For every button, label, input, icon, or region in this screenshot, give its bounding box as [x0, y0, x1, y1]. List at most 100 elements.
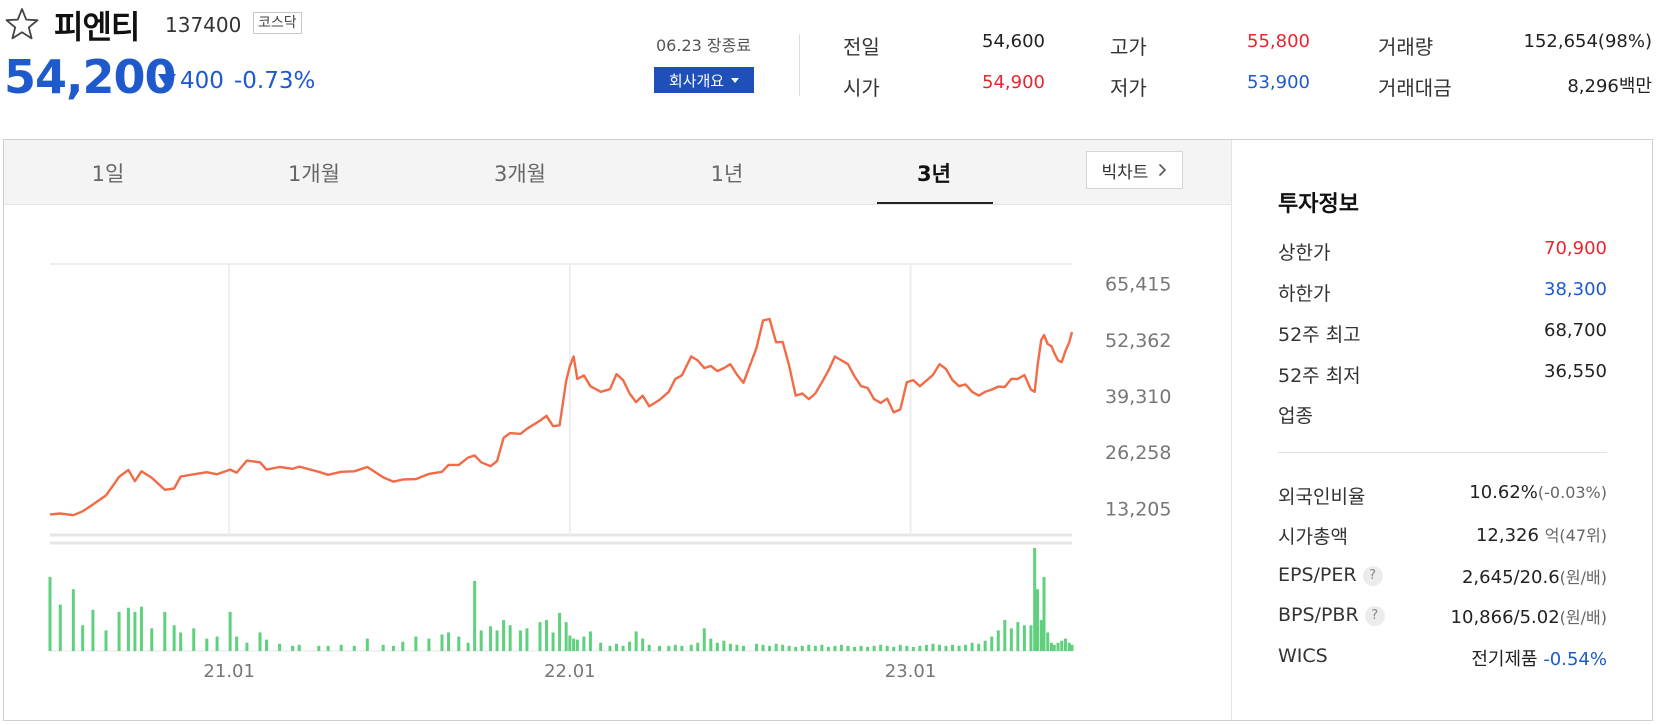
tab-3year[interactable]: 3년 — [917, 162, 951, 186]
volume-bar — [278, 643, 282, 651]
volume-bar — [621, 645, 625, 651]
volume-bar — [898, 644, 902, 651]
price-series-line — [49, 317, 1074, 517]
market-cap-rank: (47위) — [1559, 526, 1607, 545]
market-close-label: 06.23 장종료 — [656, 36, 752, 55]
volume-bar — [787, 645, 791, 651]
wics-sector[interactable]: 전기제품 — [1471, 649, 1538, 670]
wics-value: 전기제품 -0.54% — [1400, 645, 1607, 671]
volume-bar — [1056, 642, 1060, 651]
tab-1month[interactable]: 1개월 — [287, 162, 340, 186]
market-cap-value: 12,326 억(47위) — [1400, 522, 1607, 546]
volume-bar — [117, 611, 121, 651]
volume-bar — [139, 606, 143, 651]
volume-bar — [996, 630, 1000, 651]
wics-label: WICS — [1278, 645, 1328, 667]
volume-bar — [728, 643, 732, 651]
volume-bar — [228, 611, 232, 651]
volume-bar — [866, 646, 870, 651]
stock-name: 피엔티 — [54, 8, 140, 46]
y-tick-label: 52,362 — [1105, 330, 1171, 352]
volume-bar — [833, 645, 837, 651]
volume-bar — [317, 645, 321, 651]
volume-bar — [352, 645, 356, 651]
volume-bar — [977, 643, 981, 651]
volume-bar — [133, 611, 137, 651]
volume-bar — [150, 628, 154, 651]
tab-3month[interactable]: 3개월 — [493, 162, 546, 186]
period-tab-bar — [4, 140, 1231, 205]
active-tab-underline — [877, 202, 993, 204]
company-overview-label: 회사개요 — [668, 72, 725, 90]
chart-grid — [50, 263, 1072, 652]
volume-bar — [931, 643, 935, 651]
tab-1year[interactable]: 1년 — [710, 162, 744, 186]
volume-value: 152,654(98%) — [1523, 31, 1653, 52]
volume-bar — [735, 644, 739, 651]
volume-bar — [427, 638, 431, 651]
volume-label: 거래량 — [1378, 35, 1434, 59]
volume-bar — [58, 604, 62, 651]
volume-bar — [582, 636, 586, 651]
x-tick-label: 22.01 — [544, 661, 596, 682]
volume-bar — [502, 620, 506, 651]
volume-bar — [709, 638, 713, 651]
lower-limit-value: 38,300 — [1544, 279, 1607, 300]
tab-1day[interactable]: 1일 — [91, 162, 125, 186]
volume-bar — [761, 644, 765, 651]
volume-bar — [525, 628, 529, 651]
bps-pbr-unit: (원/배) — [1559, 608, 1607, 627]
y-tick-label: 39,310 — [1105, 386, 1171, 408]
volume-bar — [1009, 628, 1013, 651]
market-cap: 12,326 — [1475, 525, 1539, 546]
volume-bar — [872, 645, 876, 651]
volume-bar — [414, 636, 418, 651]
chart-panel — [3, 139, 1653, 721]
low-52w-value: 36,550 — [1544, 361, 1607, 382]
prev-close-label: 전일 — [843, 35, 880, 59]
volume-bar — [680, 645, 684, 651]
volume-bar — [265, 639, 269, 651]
volume-bar — [634, 631, 638, 651]
volume-bar — [846, 645, 850, 651]
trade-value-label: 거래대금 — [1378, 76, 1452, 100]
bps-pbr-label-text: BPS/PBR — [1278, 604, 1359, 626]
high-52w-value: 68,700 — [1544, 320, 1607, 341]
high-value: 55,800 — [1247, 31, 1310, 52]
volume-bar — [970, 642, 974, 651]
volume-bar — [924, 644, 928, 651]
volume-bar — [768, 645, 772, 651]
volume-bar — [365, 638, 369, 651]
y-tick-label: 65,415 — [1105, 274, 1171, 296]
market-badge: 코스닥 — [253, 12, 302, 34]
volume-bar — [1067, 642, 1071, 651]
volume-bar — [667, 645, 671, 651]
eps-per-value: 2,645/20.6(원/배) — [1400, 564, 1607, 588]
price-line — [49, 317, 1074, 517]
company-overview-button[interactable]: 회사개요 — [654, 67, 754, 93]
x-axis-ticks: 21.01 22.01 23.01 — [203, 661, 936, 682]
volume-bar — [48, 576, 52, 651]
big-chart-button[interactable]: 빅차트 — [1086, 151, 1183, 189]
help-icon[interactable]: ? — [1362, 566, 1383, 586]
header-divider — [799, 34, 800, 96]
volume-bar — [339, 644, 343, 651]
foreign-ratio-label: 외국인비율 — [1278, 486, 1366, 508]
volume-bar — [657, 645, 661, 651]
volume-bar — [905, 645, 909, 651]
help-icon[interactable]: ? — [1364, 606, 1385, 626]
chevron-right-icon — [1159, 163, 1167, 177]
current-price: 54,200 — [4, 50, 177, 104]
volume-bar — [983, 640, 987, 651]
favorite-star-icon[interactable] — [4, 6, 40, 42]
eps-per-label-text: EPS/PER — [1278, 564, 1357, 586]
volume-bar — [489, 626, 493, 651]
down-triangle-icon — [158, 74, 176, 88]
volume-bar — [673, 644, 677, 651]
volume-bar — [163, 611, 167, 651]
volume-bar — [447, 632, 451, 651]
volume-bar — [205, 638, 209, 651]
x-tick-label: 23.01 — [885, 661, 937, 682]
volume-bar — [722, 640, 726, 651]
volume-bar — [508, 625, 512, 651]
